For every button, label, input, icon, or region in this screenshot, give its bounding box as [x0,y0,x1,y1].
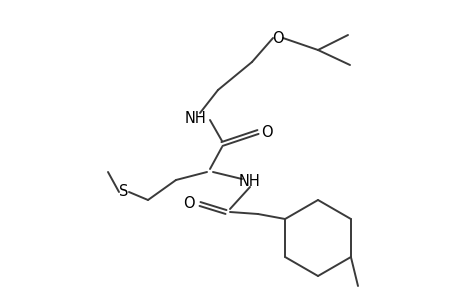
Text: NH: NH [185,110,207,125]
Text: O: O [272,31,283,46]
Text: NH: NH [239,175,260,190]
Text: O: O [183,196,195,211]
Text: S: S [119,184,129,200]
Text: O: O [261,124,272,140]
